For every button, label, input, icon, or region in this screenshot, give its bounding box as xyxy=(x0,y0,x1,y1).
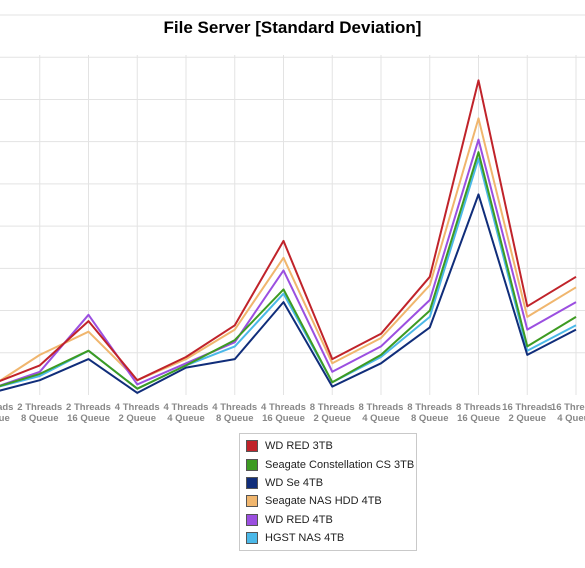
legend-label: Seagate Constellation CS 3TB xyxy=(265,458,415,471)
x-tick-label: 16 Threads 2 Queue xyxy=(502,402,552,424)
x-tick-label: 4 Threads 2 Queue xyxy=(115,402,160,424)
legend-label: WD RED 4TB xyxy=(265,513,333,526)
legend-swatch xyxy=(246,440,258,453)
legend-item[interactable]: WD Se 4TB xyxy=(240,474,416,492)
series-line xyxy=(0,138,577,387)
legend-label: HGST NAS 4TB xyxy=(265,532,345,545)
series-lines xyxy=(0,79,577,394)
series-line xyxy=(0,117,577,382)
x-tick-label: 4 Threads 8 Queue xyxy=(212,402,257,424)
legend: WD RED 3TB Seagate Constellation CS 3TB WD… xyxy=(239,433,417,552)
series-line xyxy=(0,193,577,394)
legend-swatch xyxy=(246,458,258,471)
legend-item[interactable]: Seagate Constellation CS 3TB xyxy=(240,455,416,473)
legend-item[interactable]: Seagate NAS HDD 4TB xyxy=(240,492,416,510)
legend-swatch xyxy=(246,495,258,508)
legend-label: Seagate NAS HDD 4TB xyxy=(265,495,382,508)
series-line xyxy=(0,79,577,382)
grid xyxy=(0,14,585,395)
x-tick-label: 8 Threads 4 Queue xyxy=(359,402,404,424)
legend-item[interactable]: WD RED 4TB xyxy=(240,511,416,529)
series-line xyxy=(0,151,577,390)
x-tick-label: 8 Threads 2 Queue xyxy=(310,402,355,424)
x-tick-label: 2 Threads 16 Queue xyxy=(66,402,111,424)
legend-swatch xyxy=(246,513,258,526)
legend-label: WD RED 3TB xyxy=(265,440,333,453)
x-tick-label: 4 Threads 4 Queue xyxy=(164,402,209,424)
chart-title: File Server [Standard Deviation] xyxy=(163,18,422,37)
legend-swatch xyxy=(246,476,258,489)
x-tick-label: 2 Threads 8 Queue xyxy=(17,402,62,424)
x-tick-label: 8 Threads 16 Queue xyxy=(456,402,501,424)
legend-swatch xyxy=(246,532,258,545)
legend-label: WD Se 4TB xyxy=(265,476,324,489)
legend-item[interactable]: HGST NAS 4TB xyxy=(240,529,416,547)
x-tick-label: 8 Threads 8 Queue xyxy=(407,402,452,424)
x-tick-label: 4 Threads 16 Queue xyxy=(261,402,306,424)
legend-item[interactable]: WD RED 3TB xyxy=(240,437,416,455)
